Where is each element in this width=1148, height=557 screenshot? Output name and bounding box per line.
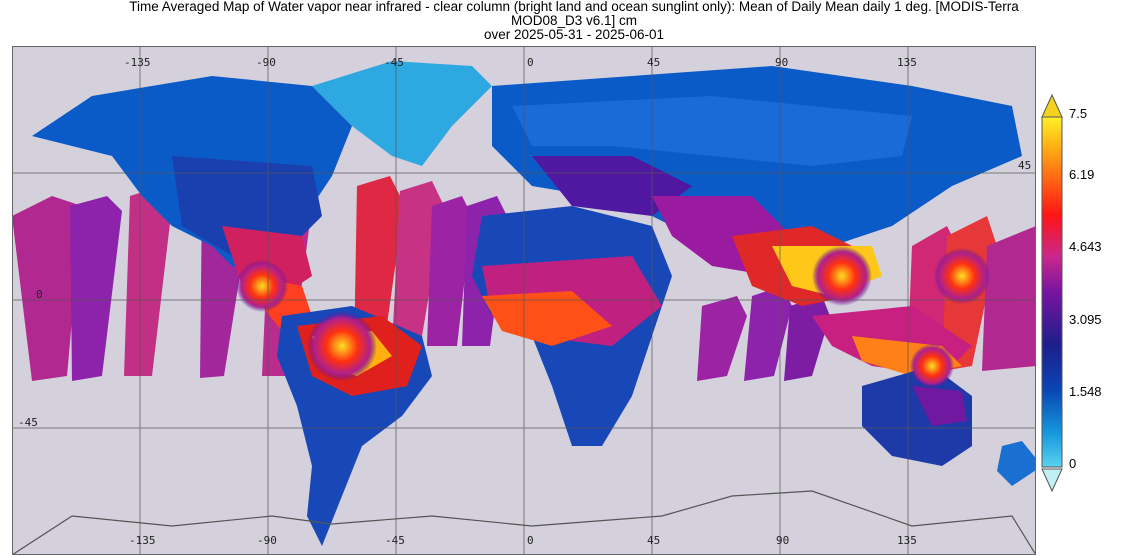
colorbar-gradient [1041,116,1063,468]
lon-tick-bottom: -45 [385,534,405,547]
colorbar-label: 4.643 [1069,239,1102,254]
lon-tick-top: 45 [647,56,660,69]
lon-tick-top: 0 [527,56,534,69]
map-border [12,46,1036,555]
lon-tick-bottom: 135 [897,534,917,547]
lon-tick-top: 135 [897,56,917,69]
title-line-3: over 2025-05-31 - 2025-06-01 [483,27,665,42]
lat-tick: -45 [18,416,38,429]
colorbar-label: 7.5 [1069,106,1088,121]
moisture-hotspots [236,246,990,388]
world-map[interactable]: -135 -90 -45 0 45 90 135 -135 -90 -45 0 … [12,46,1036,555]
lon-tick-top: -90 [256,56,276,69]
longitude-ticks-bottom: -135 -90 -45 0 45 90 135 [129,534,917,547]
colorbar-label: 0 [1069,456,1077,471]
colorbar-min-arrow [1041,468,1063,493]
colorbar: 7.5 6.19 4.643 3.095 1.548 0 [1040,93,1130,493]
longitude-ticks-top: -135 -90 -45 0 45 90 135 [124,56,917,69]
title-line-2: MOD08_D3 v6.1] cm [510,13,638,28]
colorbar-graphic [1041,93,1063,493]
latitude-ticks: 45 0 -45 [18,159,1031,429]
landmasses [12,61,1036,555]
map-canvas: -135 -90 -45 0 45 90 135 -135 -90 -45 0 … [12,46,1036,555]
lon-tick-top: 90 [775,56,788,69]
colorbar-label: 6.19 [1069,167,1095,182]
lon-tick-bottom: 0 [527,534,534,547]
lat-tick: 45 [1018,159,1031,172]
lon-tick-bottom: 45 [647,534,660,547]
lon-tick-bottom: -135 [129,534,156,547]
lon-tick-top: -135 [124,56,151,69]
colorbar-label: 1.548 [1069,384,1102,399]
graticule [12,46,1036,555]
map-title: Time Averaged Map of Water vapor near in… [0,0,1148,42]
colorbar-max-arrow [1041,93,1063,118]
lon-tick-bottom: -90 [257,534,277,547]
lon-tick-bottom: 90 [776,534,789,547]
lat-tick: 0 [36,288,43,301]
title-line-1: Time Averaged Map of Water vapor near in… [129,0,1019,14]
lon-tick-top: -45 [384,56,404,69]
colorbar-label: 3.095 [1069,312,1102,327]
